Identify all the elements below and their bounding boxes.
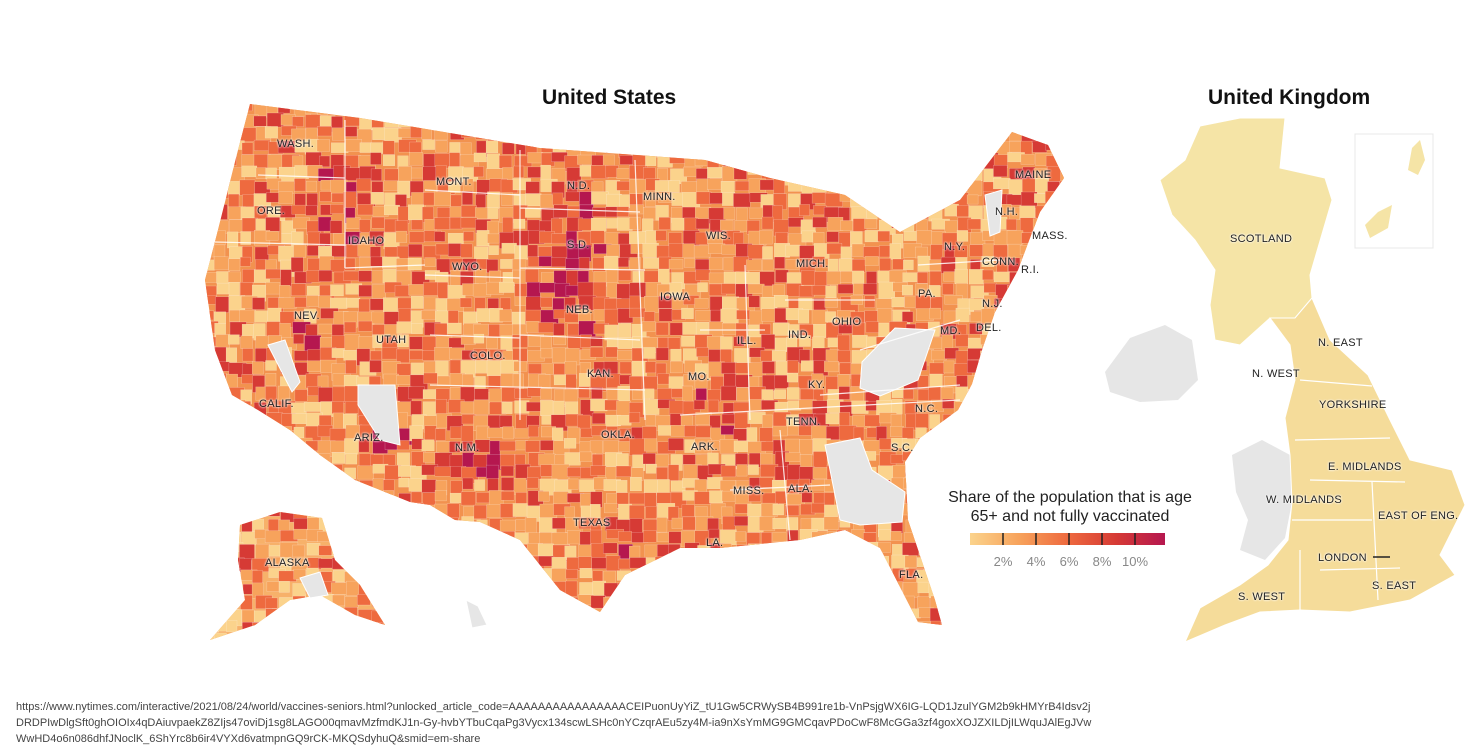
- label-maine: MAINE: [1015, 169, 1052, 181]
- label-utah: UTAH: [376, 334, 407, 346]
- label-ark: ARK.: [691, 441, 718, 453]
- label-n-east: N. EAST: [1318, 337, 1363, 349]
- label-conn: CONN.: [982, 256, 1019, 268]
- georgia-no-data: [824, 437, 906, 526]
- label-ohio: OHIO: [832, 316, 862, 328]
- legend-tick-4pct: 4%: [1026, 554, 1046, 569]
- label-nev: NEV.: [294, 310, 320, 322]
- label-wis: WIS.: [706, 230, 732, 242]
- label-s-west: S. WEST: [1238, 591, 1286, 603]
- label-n-west: N. WEST: [1252, 368, 1300, 380]
- label-texas: TEXAS: [573, 517, 611, 529]
- label-nj: N.J.: [982, 298, 1003, 310]
- label-mont: MONT.: [436, 176, 472, 188]
- legend-color-bar: [970, 533, 1165, 545]
- label-minn: MINN.: [643, 191, 676, 203]
- label-nh: N.H.: [995, 206, 1019, 218]
- label-sc: S.C.: [891, 442, 914, 454]
- label-yorkshire: YORKSHIRE: [1319, 399, 1387, 411]
- label-ny: N.Y.: [944, 241, 966, 253]
- us-state-borders: [214, 120, 1001, 541]
- label-east-of-eng: EAST OF ENG.: [1378, 510, 1459, 522]
- alaska-no-data: [299, 571, 329, 599]
- label-ri: R.I.: [1021, 264, 1040, 276]
- label-london: LONDON: [1318, 552, 1367, 564]
- hawaii-no-data: [465, 599, 488, 629]
- nevada-no-data: [267, 339, 301, 393]
- label-pa: PA.: [918, 288, 936, 300]
- vermont-no-data: [984, 189, 1003, 237]
- label-nm: N.M.: [455, 442, 480, 454]
- label-calif: CALIF.: [259, 398, 294, 410]
- england-region: [1184, 297, 1466, 643]
- uk-regions: [1105, 117, 1466, 643]
- label-colo: COLO.: [470, 350, 506, 362]
- label-la: LA.: [706, 537, 724, 549]
- label-ill: ILL.: [737, 335, 757, 347]
- label-scotland: SCOTLAND: [1230, 233, 1293, 245]
- label-kan: KAN.: [587, 368, 614, 380]
- color-legend: Share of the population that is age 65+ …: [920, 488, 1220, 569]
- label-ala: ALA.: [788, 483, 814, 495]
- label-mass: MASS.: [1032, 230, 1068, 242]
- label-mo: MO.: [688, 371, 710, 383]
- shetland-islands: [1365, 140, 1425, 238]
- label-s-east: S. EAST: [1372, 580, 1417, 592]
- wales-no-data: [1232, 440, 1292, 560]
- legend-tick-6pct: 6%: [1059, 554, 1079, 569]
- label-nc: N.C.: [915, 403, 939, 415]
- label-mich: MICH.: [796, 258, 829, 270]
- us-no-data-areas: [267, 189, 1003, 629]
- shetland-inset-frame: [1354, 133, 1434, 249]
- label-iowa: IOWA: [660, 291, 691, 303]
- label-nd: N.D.: [567, 180, 591, 192]
- label-ind: IND.: [788, 329, 812, 341]
- uk-region-borders: [1292, 379, 1406, 610]
- label-sd: S.D.: [567, 239, 590, 251]
- label-ore: ORE.: [257, 205, 286, 217]
- label-e-midlands: E. MIDLANDS: [1328, 461, 1402, 473]
- label-tenn: TENN.: [786, 416, 821, 428]
- label-arizona: ARIZ.: [354, 432, 384, 444]
- legend-title-line2: 65+ and not fully vaccinated: [970, 508, 1170, 525]
- northern-ireland-no-data: [1105, 325, 1198, 402]
- label-miss: MISS.: [733, 485, 765, 497]
- label-idaho: IDAHO: [348, 235, 385, 247]
- source-url[interactable]: https://www.nytimes.com/interactive/2021…: [16, 701, 1092, 745]
- label-fla: FLA.: [899, 569, 924, 581]
- label-del: DEL.: [976, 322, 1002, 334]
- uk-map-title: United Kingdom: [1208, 86, 1371, 109]
- label-alaska: ALASKA: [265, 557, 310, 569]
- label-wash: WASH.: [277, 138, 315, 150]
- us-map-title: United States: [542, 86, 677, 109]
- legend-tick-8pct: 8%: [1092, 554, 1112, 569]
- label-okla: OKLA.: [601, 429, 635, 441]
- arizona-no-data: [357, 384, 401, 446]
- legend-tick-10pct: 10%: [1121, 554, 1149, 569]
- label-neb: NEB.: [566, 304, 593, 316]
- label-ky: KY.: [808, 379, 826, 391]
- label-md: MD.: [940, 325, 962, 337]
- legend-title-line1: Share of the population that is age: [948, 489, 1192, 506]
- label-w-midlands: W. MIDLANDS: [1266, 494, 1343, 506]
- label-wyo: WYO.: [452, 261, 483, 273]
- legend-tick-2pct: 2%: [993, 554, 1013, 569]
